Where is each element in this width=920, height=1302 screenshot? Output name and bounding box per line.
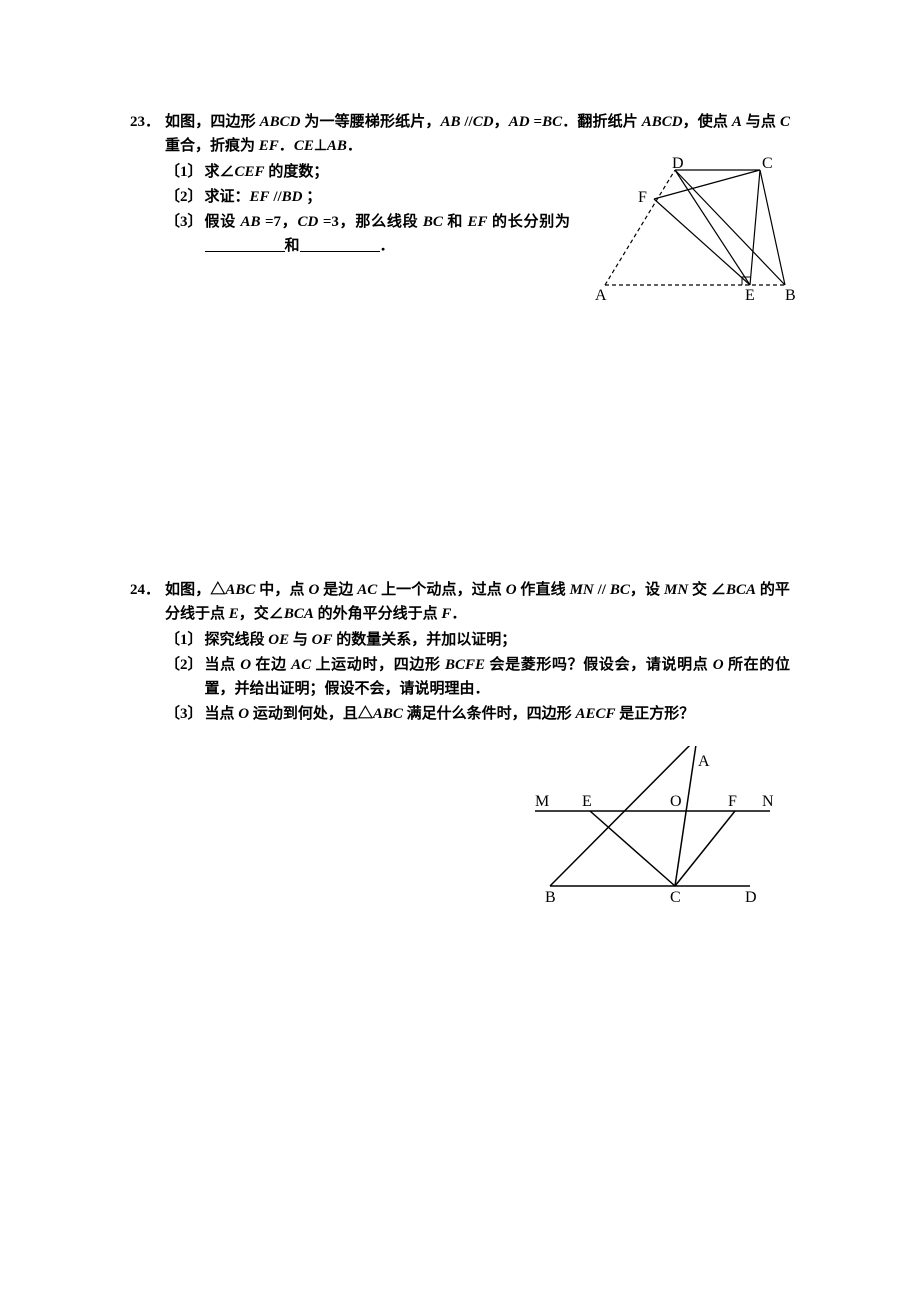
svg-text:A: A — [698, 753, 710, 770]
svg-text:F: F — [638, 189, 647, 206]
svg-text:A: A — [595, 287, 607, 304]
svg-text:E: E — [582, 793, 592, 810]
svg-text:M: M — [535, 793, 549, 810]
triangle-figure: A B C D M N E O F — [165, 746, 790, 906]
svg-text:E: E — [745, 287, 755, 304]
stem-text: 如图，△ABC 中，点 O 是边 AC 上一个动点，过点 O 作直线 MN //… — [165, 578, 790, 626]
sub-label: 〔1〕 — [165, 628, 203, 652]
stem-text: 如图，四边形 ABCD 为一等腰梯形纸片，AB //CD，AD =BC．翻折纸片… — [165, 110, 790, 158]
svg-text:C: C — [670, 889, 681, 906]
sub-label: 〔2〕 — [165, 185, 203, 209]
svg-text:D: D — [745, 889, 757, 906]
svg-text:C: C — [762, 155, 773, 172]
sub-text: 当点 O 运动到何处，且△ABC 满足什么条件时，四边形 AECF 是正方形？ — [205, 702, 790, 726]
problem-number: 24． — [130, 578, 160, 602]
sub-text: 当点 O 在边 AC 上运动时，四边形 BCFE 会是菱形吗？假设会，请说明点 … — [205, 653, 790, 701]
problem-24: 24． 如图，△ABC 中，点 O 是边 AC 上一个动点，过点 O 作直线 M… — [130, 578, 790, 906]
svg-text:D: D — [672, 155, 684, 172]
sub-label: 〔1〕 — [165, 160, 203, 184]
svg-text:B: B — [545, 889, 556, 906]
sub-part: 〔2〕 当点 O 在边 AC 上运动时，四边形 BCFE 会是菱形吗？假设会，请… — [165, 653, 790, 701]
sub-parts: 〔1〕 探究线段 OE 与 OF 的数量关系，并加以证明； 〔2〕 当点 O 在… — [165, 628, 790, 726]
sub-label: 〔3〕 — [165, 210, 203, 234]
svg-text:N: N — [762, 793, 774, 810]
sub-text: 求证：EF //BD ； — [205, 185, 570, 209]
problem-23: 23． 如图，四边形 ABCD 为一等腰梯形纸片，AB //CD，AD =BC．… — [130, 110, 790, 258]
sub-text: 求∠CEF 的度数； — [205, 160, 570, 184]
sub-part: 〔1〕 探究线段 OE 与 OF 的数量关系，并加以证明； — [165, 628, 790, 652]
sub-text: 探究线段 OE 与 OF 的数量关系，并加以证明； — [205, 628, 790, 652]
problem-body: 如图，△ABC 中，点 O 是边 AC 上一个动点，过点 O 作直线 MN //… — [165, 578, 790, 906]
trapezoid-figure: A B C D E F — [590, 155, 800, 313]
problem-number: 23． — [130, 110, 160, 134]
svg-text:B: B — [785, 287, 796, 304]
sub-text: 假设 AB =7，CD =3，那么线段 BC 和 EF 的长分别为和． — [205, 210, 570, 258]
sub-part: 〔3〕 假设 AB =7，CD =3，那么线段 BC 和 EF 的长分别为和． — [165, 210, 570, 258]
sub-label: 〔2〕 — [165, 653, 203, 677]
svg-text:F: F — [728, 793, 737, 810]
sub-part: 〔3〕 当点 O 运动到何处，且△ABC 满足什么条件时，四边形 AECF 是正… — [165, 702, 790, 726]
svg-text:O: O — [670, 793, 682, 810]
sub-part: 〔2〕 求证：EF //BD ； — [165, 185, 570, 209]
sub-label: 〔3〕 — [165, 702, 203, 726]
sub-part: 〔1〕 求∠CEF 的度数； — [165, 160, 570, 184]
problem-stem: 24． 如图，△ABC 中，点 O 是边 AC 上一个动点，过点 O 作直线 M… — [130, 578, 790, 906]
